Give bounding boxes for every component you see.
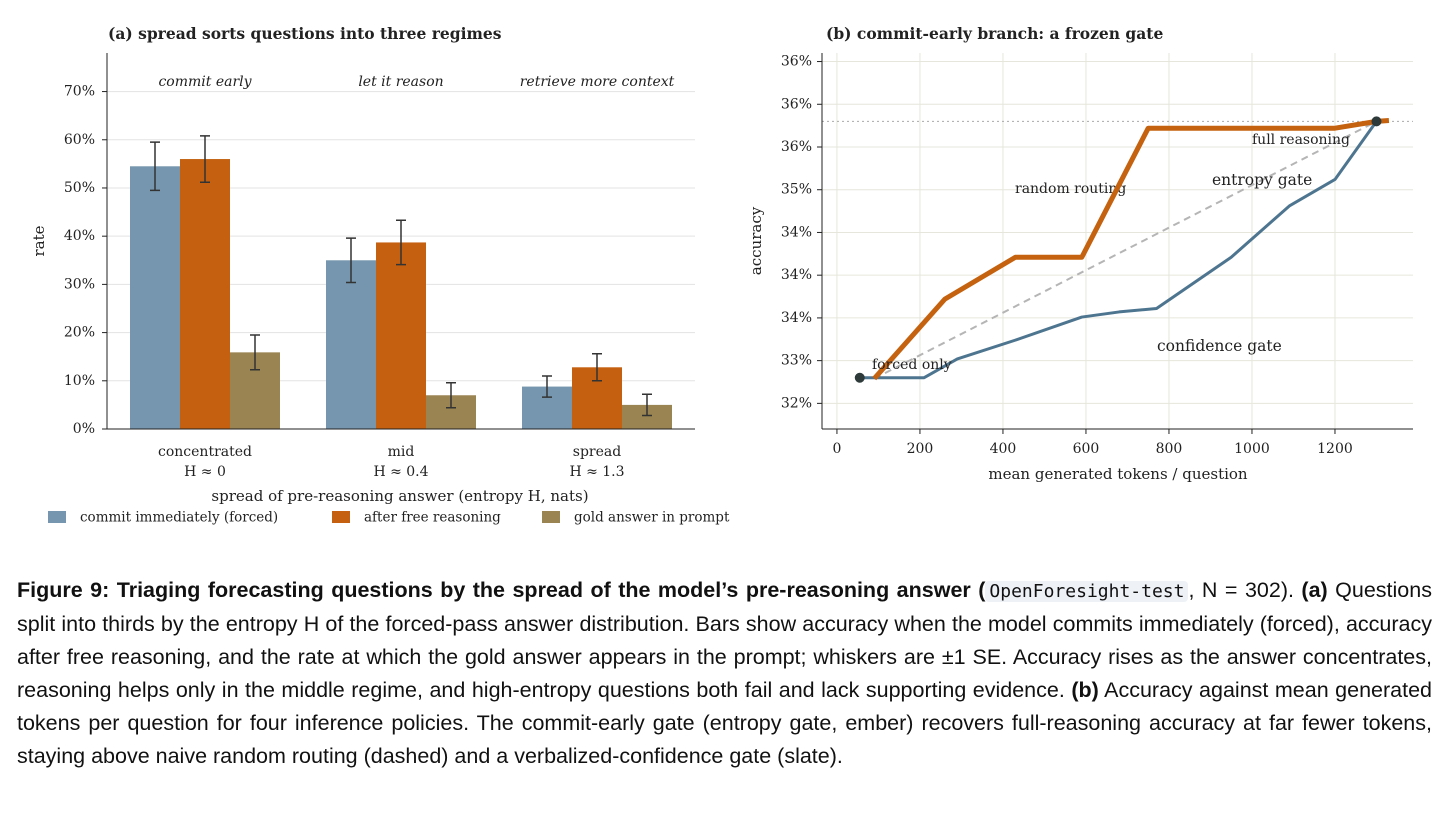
- y-axis-label: rate: [30, 225, 48, 256]
- chart-title: (a) spread sorts questions into three re…: [108, 24, 502, 43]
- y-tick-label: 0%: [73, 421, 95, 437]
- part-label: (a): [1301, 578, 1328, 602]
- error-bar: [250, 334, 260, 371]
- x-tick-label: concentrated: [158, 444, 252, 460]
- x-tick-label: 800: [1156, 441, 1183, 457]
- line: [872, 118, 1390, 381]
- y-tick-label: 34%: [781, 267, 812, 283]
- x-tick-label: 1200: [1317, 441, 1353, 457]
- y-tick-label: 50%: [64, 180, 95, 196]
- y-tick-label: 36%: [781, 54, 812, 70]
- series-label: entropy gate: [1212, 171, 1312, 189]
- point-label: forced only: [872, 357, 952, 373]
- legend-swatch: [542, 511, 560, 523]
- bar: [376, 242, 426, 429]
- y-tick-label: 70%: [64, 84, 95, 100]
- figure: (a) spread sorts questions into three re…: [30, 24, 1413, 526]
- x-tick-label: 600: [1073, 441, 1100, 457]
- region-label: retrieve more context: [520, 74, 675, 90]
- legend-swatch: [48, 511, 66, 523]
- error-bar: [592, 353, 602, 382]
- point-label: full reasoning: [1252, 132, 1350, 148]
- region-label: commit early: [158, 74, 252, 90]
- y-tick-label: 30%: [64, 276, 95, 292]
- part-text: Questions split into thirds by the entro…: [17, 578, 1432, 702]
- bar: [130, 166, 180, 430]
- error-bar: [346, 237, 356, 284]
- x-tick-label: 400: [990, 441, 1017, 457]
- x-tick-label: 1000: [1234, 441, 1270, 457]
- point: [854, 372, 865, 383]
- x-tick-label: H ≈ 0: [184, 464, 226, 480]
- x-tick-label: mid: [388, 444, 415, 460]
- chart-title: (b) commit-early branch: a frozen gate: [826, 24, 1163, 43]
- x-tick-label: spread: [573, 444, 621, 460]
- error-bar: [396, 219, 406, 266]
- error-bar: [150, 141, 160, 192]
- error-bar: [542, 375, 552, 398]
- caption-title: Figure 9: Triaging forecasting questions…: [17, 578, 986, 602]
- error-bar: [200, 135, 210, 183]
- y-tick-label: 40%: [64, 228, 95, 244]
- point: [1371, 116, 1382, 127]
- error-bar: [446, 381, 456, 409]
- bar: [326, 260, 376, 429]
- y-tick-label: 32%: [781, 395, 812, 411]
- caption: Figure 9: Triaging forecasting questions…: [17, 574, 1432, 773]
- y-tick-label: 20%: [64, 325, 95, 341]
- y-tick-label: 10%: [64, 373, 95, 389]
- part-text: Accuracy against mean generated tokens p…: [17, 678, 1433, 768]
- y-tick-label: 33%: [781, 353, 812, 369]
- x-axis-label: mean generated tokens / question: [988, 465, 1248, 483]
- x-axis-label: spread of pre-reasoning answer (entropy …: [211, 487, 588, 505]
- x-tick-label: 200: [907, 441, 934, 457]
- legend-label: commit immediately (forced): [80, 510, 278, 526]
- y-axis-label: accuracy: [747, 206, 765, 275]
- series-label: confidence gate: [1157, 337, 1282, 355]
- legend-label: gold answer in prompt: [574, 510, 730, 526]
- region-label: let it reason: [358, 74, 443, 90]
- legend-label: after free reasoning: [364, 510, 501, 526]
- x-tick-label: 0: [832, 441, 841, 457]
- bar: [180, 159, 230, 430]
- y-tick-label: 60%: [64, 132, 95, 148]
- error-bar: [642, 393, 652, 417]
- part-label: (b): [1071, 678, 1099, 702]
- line: [873, 120, 1377, 380]
- line: [859, 120, 1378, 380]
- y-tick-label: 36%: [781, 96, 812, 112]
- y-tick-label: 34%: [781, 224, 812, 240]
- y-tick-label: 35%: [781, 182, 812, 198]
- y-tick-label: 34%: [781, 310, 812, 326]
- legend-swatch: [332, 511, 350, 523]
- series-label: random routing: [1015, 181, 1126, 197]
- x-tick-label: H ≈ 1.3: [569, 464, 624, 480]
- dataset: OpenForesight-test: [985, 581, 1189, 602]
- caption-tail: , N = 302).: [1188, 578, 1294, 602]
- x-tick-label: H ≈ 0.4: [373, 464, 428, 480]
- y-tick-label: 36%: [781, 139, 812, 155]
